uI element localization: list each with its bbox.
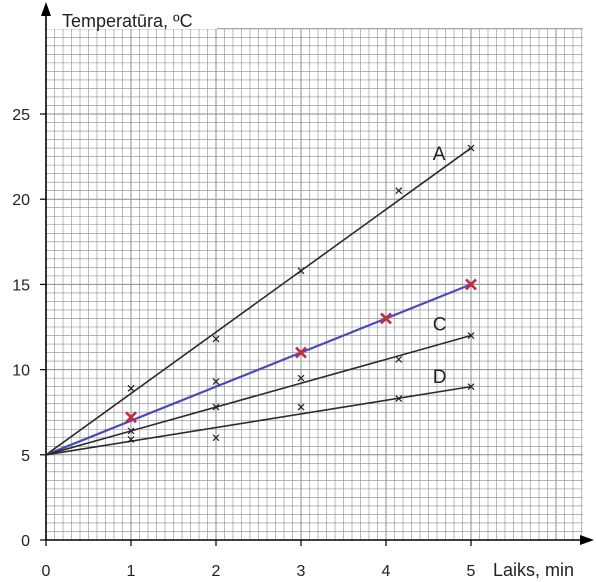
data-point <box>395 187 403 195</box>
data-point <box>127 427 135 435</box>
data-point <box>127 384 135 392</box>
series-line-a <box>45 147 472 456</box>
title-background <box>47 6 217 29</box>
y-axis-title: Temperatūra, ºC <box>62 11 193 31</box>
data-point <box>297 403 305 411</box>
y-tick-label: 10 <box>12 363 30 380</box>
grid <box>45 6 583 541</box>
x-axis-arrow <box>580 535 594 545</box>
x-tick-label: 1 <box>127 563 136 580</box>
series-label-a: A <box>433 144 446 165</box>
data-point-highlight <box>380 312 392 325</box>
data-points <box>125 144 477 443</box>
labels: Temperatūra, ºC Laiks, min A C D <box>62 11 574 580</box>
y-axis-arrow <box>41 2 51 16</box>
series-label-d: D <box>433 367 447 388</box>
x-tick-label: 4 <box>382 563 391 580</box>
series-lines <box>45 147 472 456</box>
data-point <box>297 374 305 382</box>
y-tick-label: 25 <box>12 107 30 124</box>
data-point <box>297 267 305 275</box>
data-point <box>127 436 135 443</box>
y-tick-label: 15 <box>12 277 30 294</box>
data-point-highlight <box>295 346 307 359</box>
data-point <box>212 434 220 442</box>
y-tick-label: 0 <box>21 533 30 550</box>
data-point-highlight <box>125 411 137 424</box>
y-tick-label: 5 <box>21 448 30 465</box>
x-axis-title: Laiks, min <box>493 560 574 580</box>
series-line-highlight <box>45 283 472 456</box>
data-point <box>467 383 475 391</box>
data-point <box>212 378 220 385</box>
data-point <box>467 332 475 339</box>
data-point-highlight <box>465 278 477 291</box>
x-tick-label: 0 <box>42 563 51 580</box>
axes: 0 1 2 3 4 5 0 5 10 15 20 25 <box>12 2 594 580</box>
data-point <box>395 355 403 363</box>
data-point <box>212 335 220 343</box>
x-tick-label: 5 <box>467 563 476 580</box>
data-point <box>395 395 403 402</box>
y-tick-label: 20 <box>12 192 30 209</box>
x-tick-label: 3 <box>297 563 306 580</box>
series-line-c <box>45 334 472 456</box>
series-label-c: C <box>433 314 447 335</box>
data-point <box>212 403 220 411</box>
series-line-d <box>45 385 472 456</box>
x-tick-label: 2 <box>212 563 221 580</box>
data-point <box>467 144 475 152</box>
